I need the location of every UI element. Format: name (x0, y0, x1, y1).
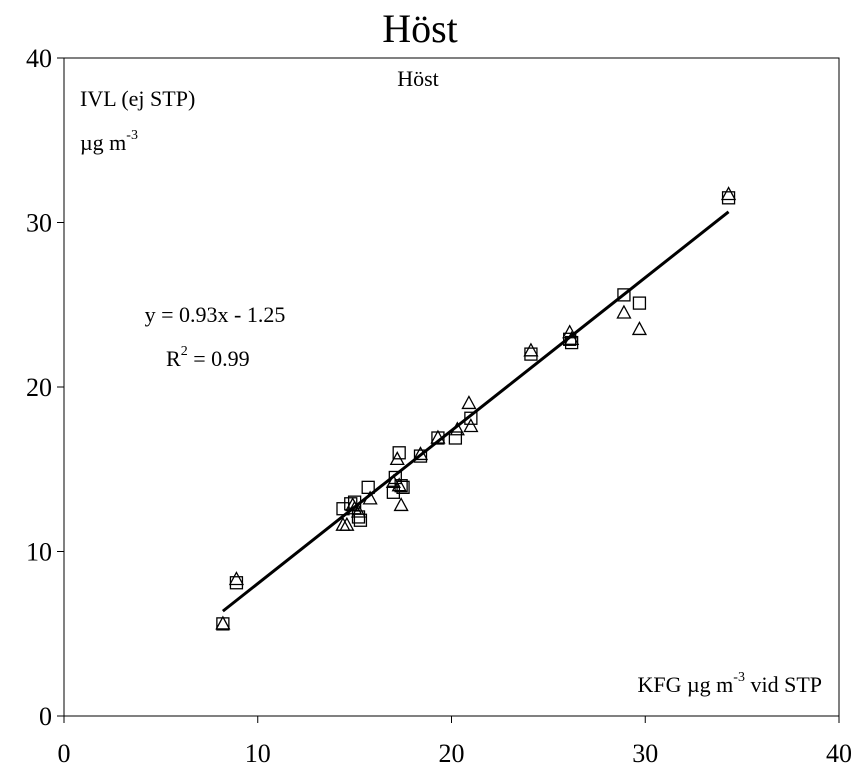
triangle-marker (449, 421, 465, 436)
triangle-marker (631, 321, 648, 336)
x-label-superscript: -3 (733, 670, 745, 685)
triangle-marker (461, 395, 477, 410)
triangle-marker (362, 490, 378, 505)
x-tick-label: 0 (58, 739, 71, 768)
x-tick-label: 40 (826, 739, 852, 768)
square-marker (448, 431, 463, 445)
triangle-marker (393, 497, 409, 512)
y-tick-label: 0 (39, 702, 52, 731)
triangle-marker (430, 429, 446, 444)
triangle-marker (523, 342, 539, 357)
r2-base: R (166, 346, 181, 371)
chart-title: Höst (382, 6, 458, 51)
square-marker (617, 288, 631, 302)
square-marker (361, 480, 375, 494)
triangle-marker (389, 451, 405, 466)
triangle-marker (564, 330, 580, 345)
y-axis-unit: µg m-3 (80, 128, 138, 155)
square-marker (413, 449, 428, 463)
inner-title: Höst (397, 66, 439, 91)
y-axis-label: IVL (ej STP) (80, 86, 195, 111)
regression-equation: y = 0.93x - 1.25 (145, 302, 286, 327)
triangle-marker (720, 186, 737, 201)
y-tick-label: 40 (26, 44, 52, 73)
square-marker (392, 446, 406, 460)
triangle-marker (562, 324, 578, 339)
square-marker (524, 347, 538, 361)
r-squared-label: R2 = 0.99 (166, 344, 250, 371)
data-points (215, 186, 737, 631)
trendline-group (221, 210, 730, 613)
r2-value: = 0.99 (188, 346, 250, 371)
triangle-marker (228, 571, 245, 586)
triangle-marker (616, 304, 632, 319)
y-tick-label: 30 (26, 209, 52, 238)
axis-ticks: 0 10 20 30 40 0 10 20 30 40 (26, 44, 852, 768)
y-tick-label: 10 (26, 538, 52, 567)
r2-superscript: 2 (181, 344, 188, 359)
x-tick-label: 20 (439, 739, 465, 768)
triangle-marker (463, 418, 479, 433)
x-axis-label: KFG µg m-3 vid STP (637, 670, 822, 697)
x-label-base: KFG µg m (637, 672, 733, 697)
y-unit-superscript: -3 (126, 128, 138, 143)
plot-frame (63, 57, 840, 717)
triangle-marker (385, 474, 401, 489)
square-marker (229, 576, 244, 590)
y-unit-base: µg m (80, 130, 126, 155)
square-marker (721, 191, 736, 205)
square-marker (347, 495, 362, 509)
triangle-marker (347, 500, 363, 515)
square-marker (632, 296, 647, 310)
triangle-marker (339, 516, 355, 531)
triangle-marker (391, 477, 407, 492)
triangle-marker (350, 503, 367, 518)
x-label-tail: vid STP (745, 672, 822, 697)
triangle-marker (215, 615, 231, 630)
x-tick-label: 10 (245, 739, 271, 768)
y-tick-label: 20 (26, 373, 52, 402)
x-tick-label: 30 (632, 739, 658, 768)
regression-line (221, 210, 730, 613)
square-marker (464, 411, 478, 425)
triangle-marker (412, 446, 429, 461)
